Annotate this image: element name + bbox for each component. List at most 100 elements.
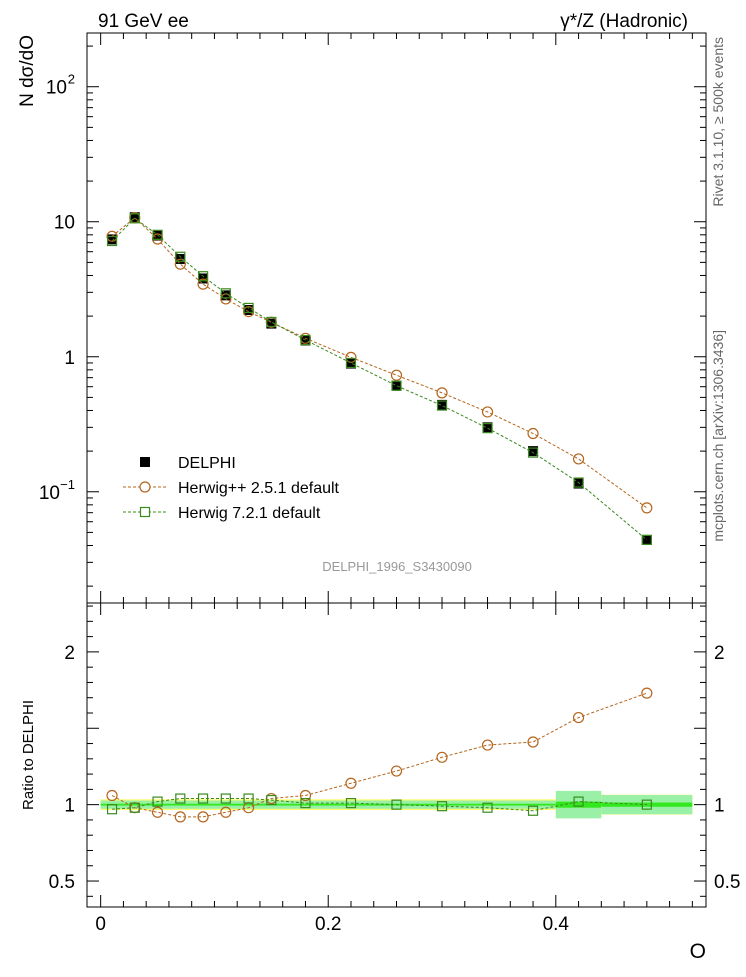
main-y-tick-exponent: −1 <box>60 477 75 492</box>
legend: DELPHI Herwig++ 2.5.1 default Herwig 7.2.1… <box>123 455 340 522</box>
ratio-y-tick-label-left: 2 <box>64 643 75 664</box>
ratio-point-herwig7 <box>129 802 140 813</box>
ratio-point-herwigpp <box>641 687 653 699</box>
header-right-label: γ*/Z (Hadronic) <box>560 11 688 32</box>
ratio-series-line-0 <box>111 692 647 818</box>
ratio-point-herwigpp <box>299 789 312 802</box>
ratio-point-herwig7 <box>266 794 277 806</box>
data-point-herwigpp <box>527 427 539 440</box>
data-point-herwig7 <box>243 302 254 314</box>
main-y-tick-label: 10 <box>54 213 75 234</box>
data-point-delphi <box>482 422 493 433</box>
data-point-herwigpp <box>197 278 209 290</box>
ratio-y-tick-label-left: 0.5 <box>49 872 75 893</box>
series-line-2 <box>111 217 648 541</box>
legend-label: Herwig++ 2.5.1 default <box>178 480 340 497</box>
ratio-frame <box>86 602 707 908</box>
header-left-label: 91 GeV ee <box>98 11 189 32</box>
ratio-point-herwig7 <box>482 802 493 813</box>
main-y-tick-label: 10 <box>39 483 60 504</box>
data-point-delphi <box>220 290 231 301</box>
data-point-herwig7 <box>436 400 448 411</box>
data-point-herwig7 <box>300 334 311 346</box>
mcplots-label: mcplots.cern.ch [arXiv:1306.3436] <box>710 330 726 542</box>
data-point-herwigpp <box>174 258 186 270</box>
main-y-axis-label: N dσ/dO <box>17 35 38 107</box>
data-point-herwigpp <box>436 387 448 399</box>
ratio-point-herwigpp <box>220 806 232 818</box>
series-line-1 <box>111 217 648 509</box>
ratio-point-herwigpp <box>106 789 118 802</box>
ratio-y-tick-label-right: 0.5 <box>714 872 740 893</box>
ratio-point-herwigpp <box>481 739 494 751</box>
ratio-point-herwig7 <box>220 793 231 804</box>
data-point-herwigpp <box>572 453 585 465</box>
ratio-band-inner <box>555 801 602 808</box>
ratio-panel: 2 2 1 1 0.5 0.5 0 0.2 0.4 <box>49 602 740 935</box>
data-point-herwigpp <box>641 502 653 514</box>
x-tick-label: 0.2 <box>315 914 341 935</box>
ratio-point-herwig7 <box>573 796 584 807</box>
data-point-delphi <box>391 380 402 391</box>
ratio-point-herwig7 <box>175 793 186 804</box>
main-y-tick-label: 10 <box>46 78 67 99</box>
data-point-delphi <box>345 358 356 369</box>
ratio-y-tick-label-left: 1 <box>64 796 75 817</box>
data-point-herwig7 <box>345 357 357 369</box>
data-point-delphi <box>198 273 209 284</box>
data-point-herwig7 <box>106 235 118 247</box>
ratio-point-herwig7 <box>152 796 163 807</box>
data-point-herwigpp <box>345 351 357 363</box>
legend-label: DELPHI <box>178 455 236 472</box>
ratio-point-herwig7 <box>300 798 311 809</box>
legend-label: Herwig 7.2.1 default <box>178 505 321 522</box>
ratio-y-tick-label-right: 2 <box>714 643 725 664</box>
data-point-herwig7 <box>152 229 163 240</box>
data-point-herwig7 <box>641 534 652 546</box>
x-tick-label: 0 <box>95 914 106 935</box>
legend-marker-delphi <box>140 457 150 467</box>
data-point-delphi <box>243 304 254 315</box>
ratio-point-herwigpp <box>345 777 357 789</box>
data-point-herwigpp <box>390 369 403 381</box>
ratio-point-herwigpp <box>527 736 539 748</box>
data-point-delphi <box>437 399 448 410</box>
ratio-point-herwig7 <box>436 801 448 812</box>
ratio-point-herwigpp <box>390 765 403 777</box>
ratio-point-herwigpp <box>572 711 585 724</box>
data-point-herwigpp <box>220 293 232 305</box>
x-axis-label: O <box>690 940 706 963</box>
data-point-delphi <box>107 234 118 245</box>
data-point-delphi <box>129 212 140 223</box>
data-point-herwig7 <box>266 316 277 328</box>
ratio-point-herwigpp <box>197 811 209 823</box>
data-point-delphi <box>528 446 539 457</box>
analysis-watermark: DELPHI_1996_S3430090 <box>322 559 472 574</box>
data-point-herwig7 <box>391 380 402 391</box>
data-point-herwig7 <box>220 288 231 299</box>
ratio-point-herwigpp <box>436 751 448 763</box>
ratio-point-herwig7 <box>106 804 118 815</box>
ratio-y-tick-label-right: 1 <box>714 796 725 817</box>
ratio-point-herwig7 <box>243 793 254 804</box>
data-point-delphi <box>152 230 163 241</box>
legend-marker-herwig7 <box>139 506 151 518</box>
ratio-band-inner <box>100 803 556 806</box>
ratio-point-herwigpp <box>174 811 186 823</box>
data-point-herwig7 <box>175 251 186 262</box>
main-y-tick-exponent: 2 <box>68 72 75 87</box>
data-point-herwig7 <box>482 423 493 434</box>
ratio-point-herwig7 <box>641 799 652 810</box>
legend-marker-herwigpp <box>139 481 151 493</box>
data-point-herwigpp <box>481 406 494 418</box>
main-y-tick-label: 1 <box>64 348 75 369</box>
ratio-point-herwig7 <box>345 798 357 809</box>
ratio-y-axis-label: Ratio to DELPHI <box>20 700 37 810</box>
data-point-delphi <box>573 478 584 489</box>
data-point-delphi <box>266 318 277 329</box>
ratio-point-herwig7 <box>197 793 209 804</box>
data-point-herwig7 <box>527 447 539 458</box>
